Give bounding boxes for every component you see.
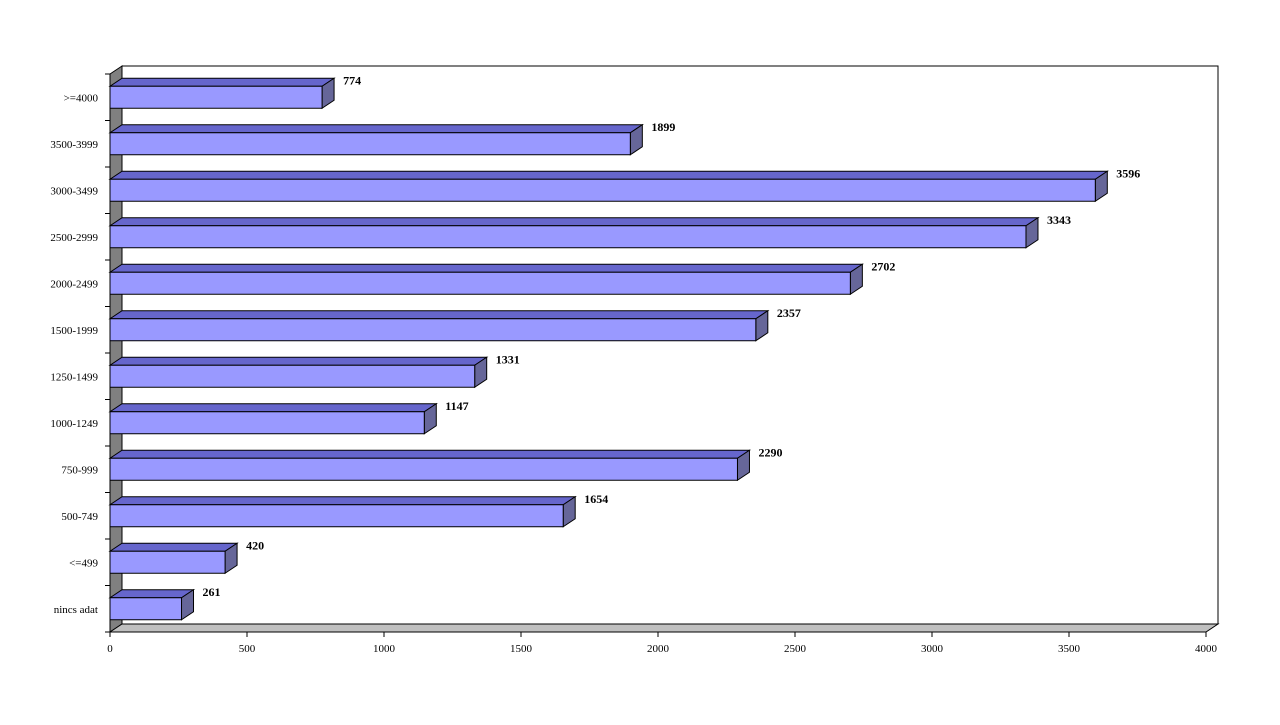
bar-top-face (108, 403, 438, 413)
bar (109, 318, 757, 342)
category-label: 3000-3499 (50, 185, 98, 197)
plot-frame (108, 65, 1220, 633)
category-label: 1250-1499 (50, 371, 98, 383)
category-label: 750-999 (61, 464, 98, 476)
data-label: 1654 (584, 492, 608, 506)
category-label: 500-749 (61, 511, 98, 523)
bar-top-face (108, 263, 864, 273)
bar (109, 225, 1027, 249)
bar-top-face (108, 217, 1040, 227)
data-label: 2702 (871, 259, 895, 273)
bar-top-face (108, 170, 1109, 180)
x-tick-label: 4000 (1195, 643, 1218, 655)
bar-top-face (108, 542, 239, 552)
plot-area-border (121, 65, 1219, 625)
bars (108, 77, 1109, 621)
bar-top-face (108, 356, 489, 366)
bar (109, 550, 226, 574)
data-label: 3343 (1047, 213, 1071, 227)
category-label: nincs adat (54, 604, 98, 616)
x-tick-label: 3500 (1058, 643, 1081, 655)
bar (109, 597, 183, 621)
bar-top-face (108, 449, 752, 459)
bar (109, 457, 738, 481)
bar-top-face (108, 124, 644, 134)
axes: 0 500 1000 1500 2000 2500 3000 3500 4000 (105, 73, 1218, 655)
bar-top-face (108, 589, 196, 599)
floor (108, 623, 1220, 633)
category-label: <=499 (69, 557, 98, 569)
x-tick-label: 2000 (647, 643, 670, 655)
data-label: 2290 (758, 445, 782, 459)
bar-top-face (108, 310, 770, 320)
data-label: 420 (246, 538, 264, 552)
data-label: 1331 (496, 352, 520, 366)
data-label: 2357 (777, 306, 801, 320)
bar-top-face (108, 496, 577, 506)
bar (109, 504, 564, 528)
category-label: 3500-3999 (50, 139, 98, 151)
data-label: 261 (203, 585, 221, 599)
category-label: 1500-1999 (50, 325, 98, 337)
x-tick-label: 1000 (373, 643, 396, 655)
category-label: >=4000 (64, 92, 99, 104)
data-label: 774 (343, 73, 361, 87)
bar (109, 132, 631, 156)
category-label: 2500-2999 (50, 232, 98, 244)
x-tick-label: 1500 (510, 643, 533, 655)
bar (109, 364, 476, 388)
x-tick-label: 2500 (784, 643, 807, 655)
bar (109, 271, 851, 295)
x-tick-label: 500 (239, 643, 256, 655)
bar (109, 178, 1096, 202)
category-label: 1000-1249 (50, 418, 98, 430)
category-label: 2000-2499 (50, 278, 98, 290)
x-tick-label: 3000 (921, 643, 944, 655)
bar-top-face (108, 77, 336, 87)
data-label: 1899 (651, 120, 675, 134)
x-tick-label: 0 (107, 643, 113, 655)
data-label: 3596 (1116, 166, 1140, 180)
bar (109, 411, 425, 435)
bar (109, 85, 323, 109)
labels: >=4000 774 3500-3999 1899 3000-3499 3596 2500-… (50, 73, 1140, 616)
data-label: 1147 (445, 399, 468, 413)
